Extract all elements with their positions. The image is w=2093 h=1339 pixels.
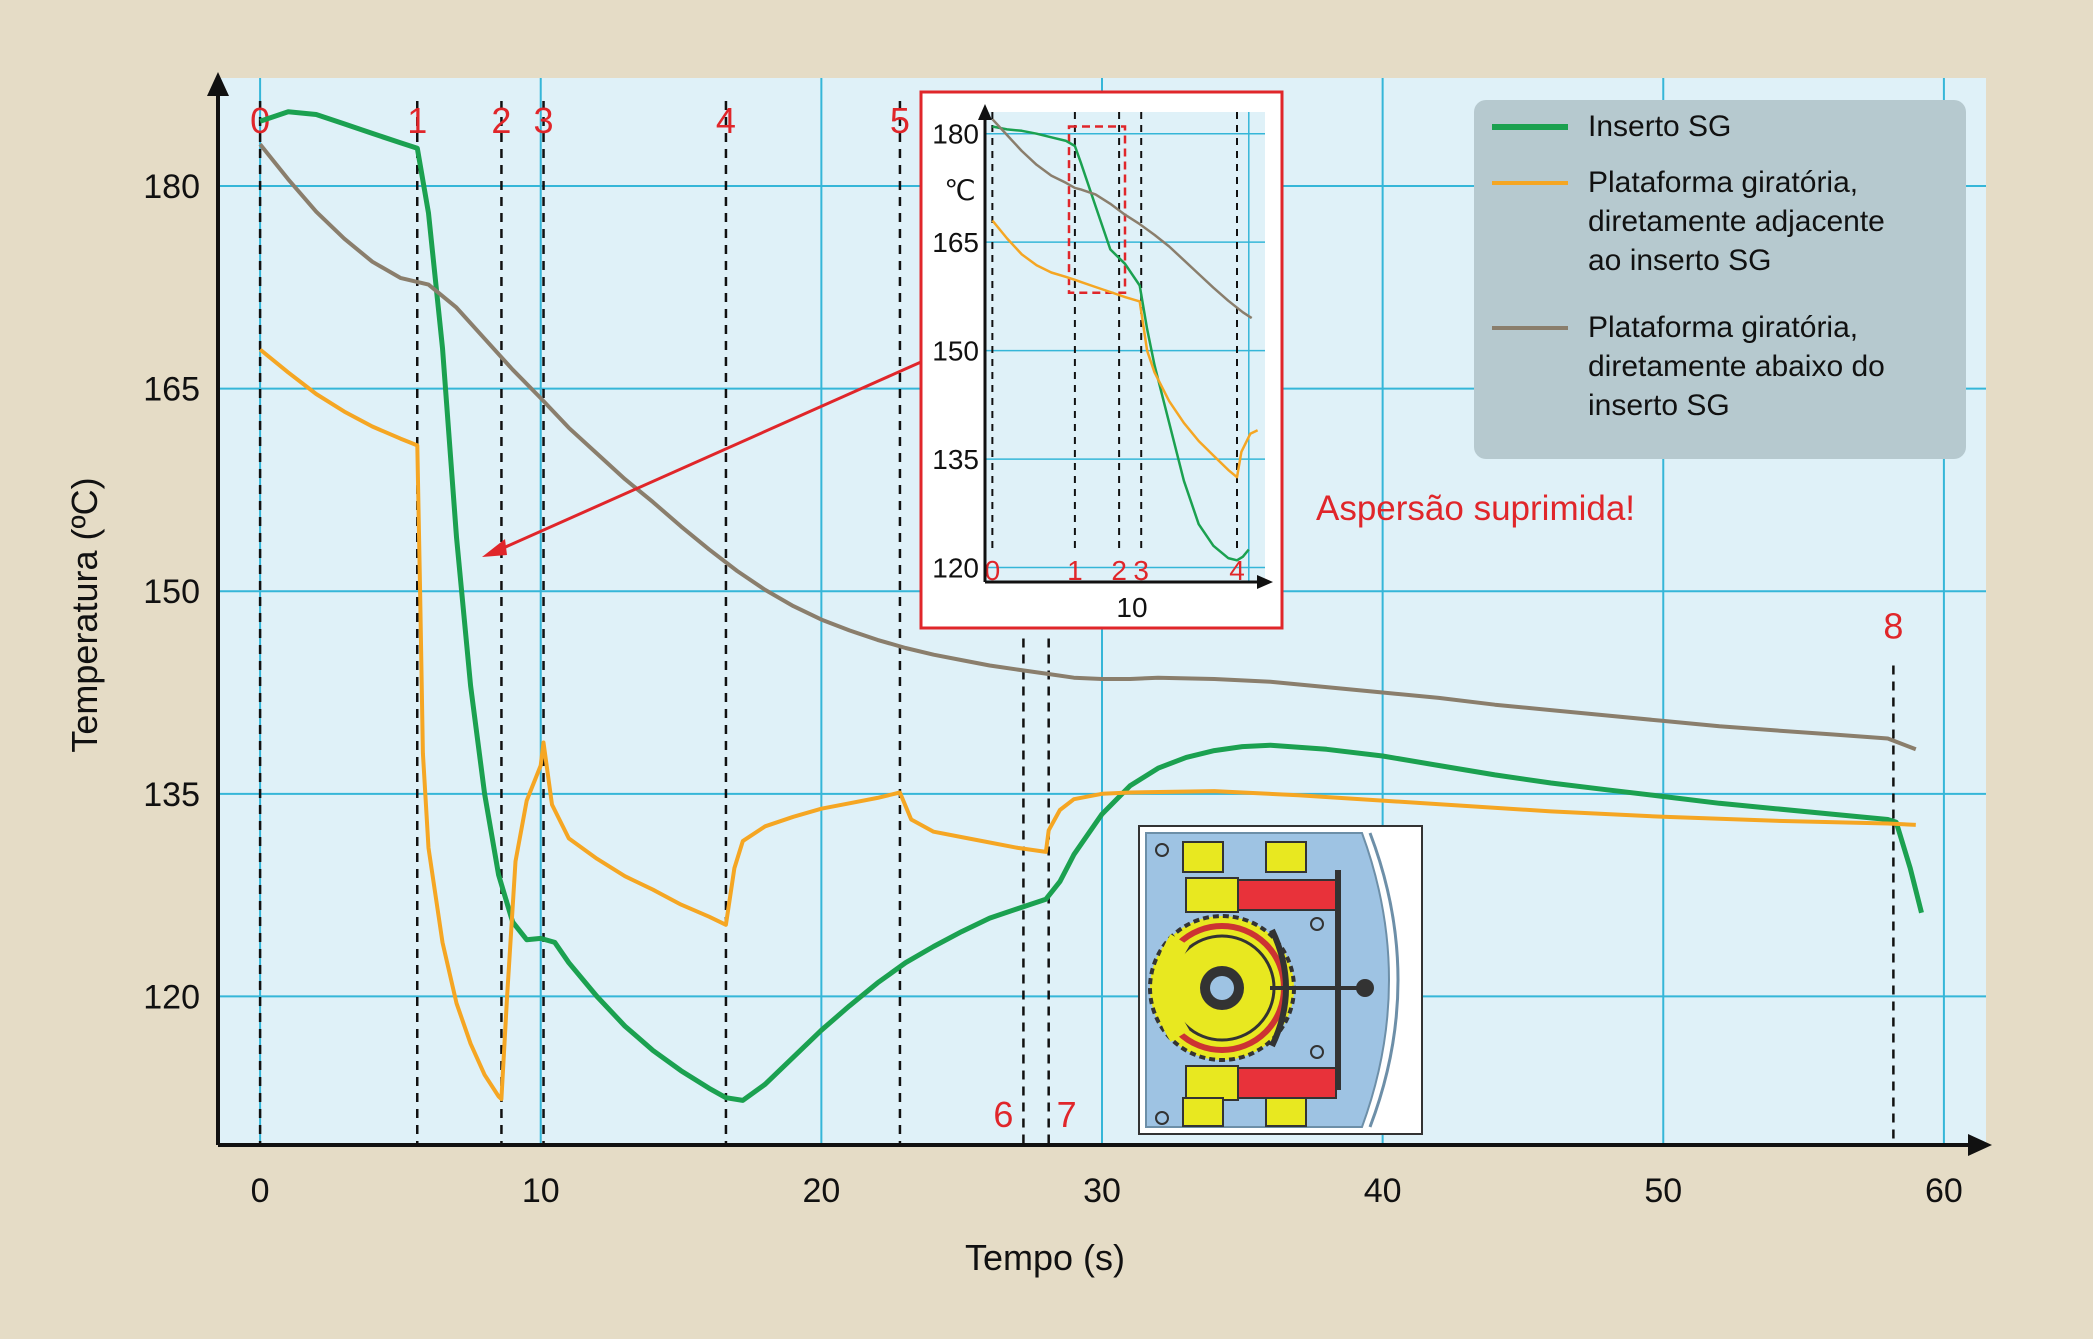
- y-tick-label: 165: [143, 371, 200, 409]
- legend-label: inserto SG: [1588, 389, 1730, 422]
- phase-marker-label: 4: [716, 100, 736, 141]
- legend-label: ao inserto SG: [1588, 244, 1771, 277]
- x-tick-label: 30: [1083, 1172, 1121, 1210]
- y-tick-label: 150: [143, 573, 200, 611]
- phase-marker-label: 6: [993, 1094, 1013, 1135]
- inset-y-tick-label: 165: [932, 227, 979, 258]
- y-tick-label: 120: [143, 978, 200, 1016]
- inset-x-axis-arrow: [1257, 575, 1273, 589]
- y-axis-arrow: [207, 72, 229, 96]
- annotation-text: Aspersão suprimida!: [1316, 489, 1635, 528]
- x-tick-label: 0: [251, 1172, 270, 1210]
- inset-series-line: [992, 125, 1250, 562]
- inset-plot-area: [985, 112, 1265, 582]
- rotary-table-diagram-icon: [1138, 825, 1423, 1135]
- phase-marker-label: 5: [890, 100, 910, 141]
- phase-marker-label: 1: [407, 100, 427, 141]
- series-line-1: [259, 109, 1924, 1103]
- inset-phase-label: 3: [1133, 555, 1149, 586]
- legend-label: Inserto SG: [1588, 110, 1731, 143]
- legend-box: [1474, 100, 1966, 459]
- x-tick-label: 10: [522, 1172, 560, 1210]
- x-tick-label: 40: [1364, 1172, 1402, 1210]
- inset-y-tick-label: 135: [932, 444, 979, 475]
- axes: [207, 72, 1992, 1156]
- phase-marker-label: 3: [534, 100, 554, 141]
- inset-phase-label: 4: [1229, 555, 1245, 586]
- legend-label: Plataforma giratória,: [1588, 311, 1858, 344]
- inset-x-tick-label: 10: [1116, 592, 1147, 623]
- y-axis-label: Temperatura (ºC): [64, 477, 105, 752]
- inset-phase-label: 2: [1111, 555, 1127, 586]
- inset-series-line: [991, 219, 1259, 479]
- inset-highlight-box: [1067, 125, 1127, 295]
- inset-series-line: [991, 118, 1253, 320]
- legend: Inserto SG Plataforma giratória, diretamen…: [1474, 100, 1966, 459]
- phase-lines: 0 1 2 3 4 56 78: [250, 100, 1903, 1145]
- legend-label: diretamente adjacente: [1588, 205, 1885, 238]
- x-tick-label: 20: [802, 1172, 840, 1210]
- series-line-3: [258, 142, 1917, 752]
- inset-y-tick-label: 180: [932, 119, 979, 150]
- inset-y-tick-label: 150: [932, 336, 979, 367]
- x-axis-label: Tempo (s): [965, 1237, 1125, 1278]
- x-axis-arrow: [1968, 1134, 1992, 1156]
- phase-marker-label: 2: [491, 100, 511, 141]
- inset-y-unit: ℃: [944, 175, 975, 206]
- inset-y-axis-arrow: [978, 104, 992, 120]
- legend-label: diretamente abaixo do: [1588, 350, 1885, 383]
- legend-label: Plataforma giratória,: [1588, 166, 1858, 199]
- zoom-arrow: [482, 360, 922, 557]
- x-tick-label: 60: [1925, 1172, 1963, 1210]
- inset-phase-label: 0: [985, 555, 1001, 586]
- y-tick-label: 180: [143, 168, 200, 206]
- inset-phase-label: 1: [1067, 555, 1083, 586]
- series-line-2: [258, 347, 1916, 1102]
- x-tick-label: 50: [1644, 1172, 1682, 1210]
- inset-y-tick-label: 120: [932, 553, 979, 584]
- y-tick-label: 135: [143, 776, 200, 814]
- series-group: [258, 109, 1924, 1103]
- phase-marker-label: 7: [1057, 1094, 1077, 1135]
- phase-marker-label: 8: [1883, 606, 1903, 647]
